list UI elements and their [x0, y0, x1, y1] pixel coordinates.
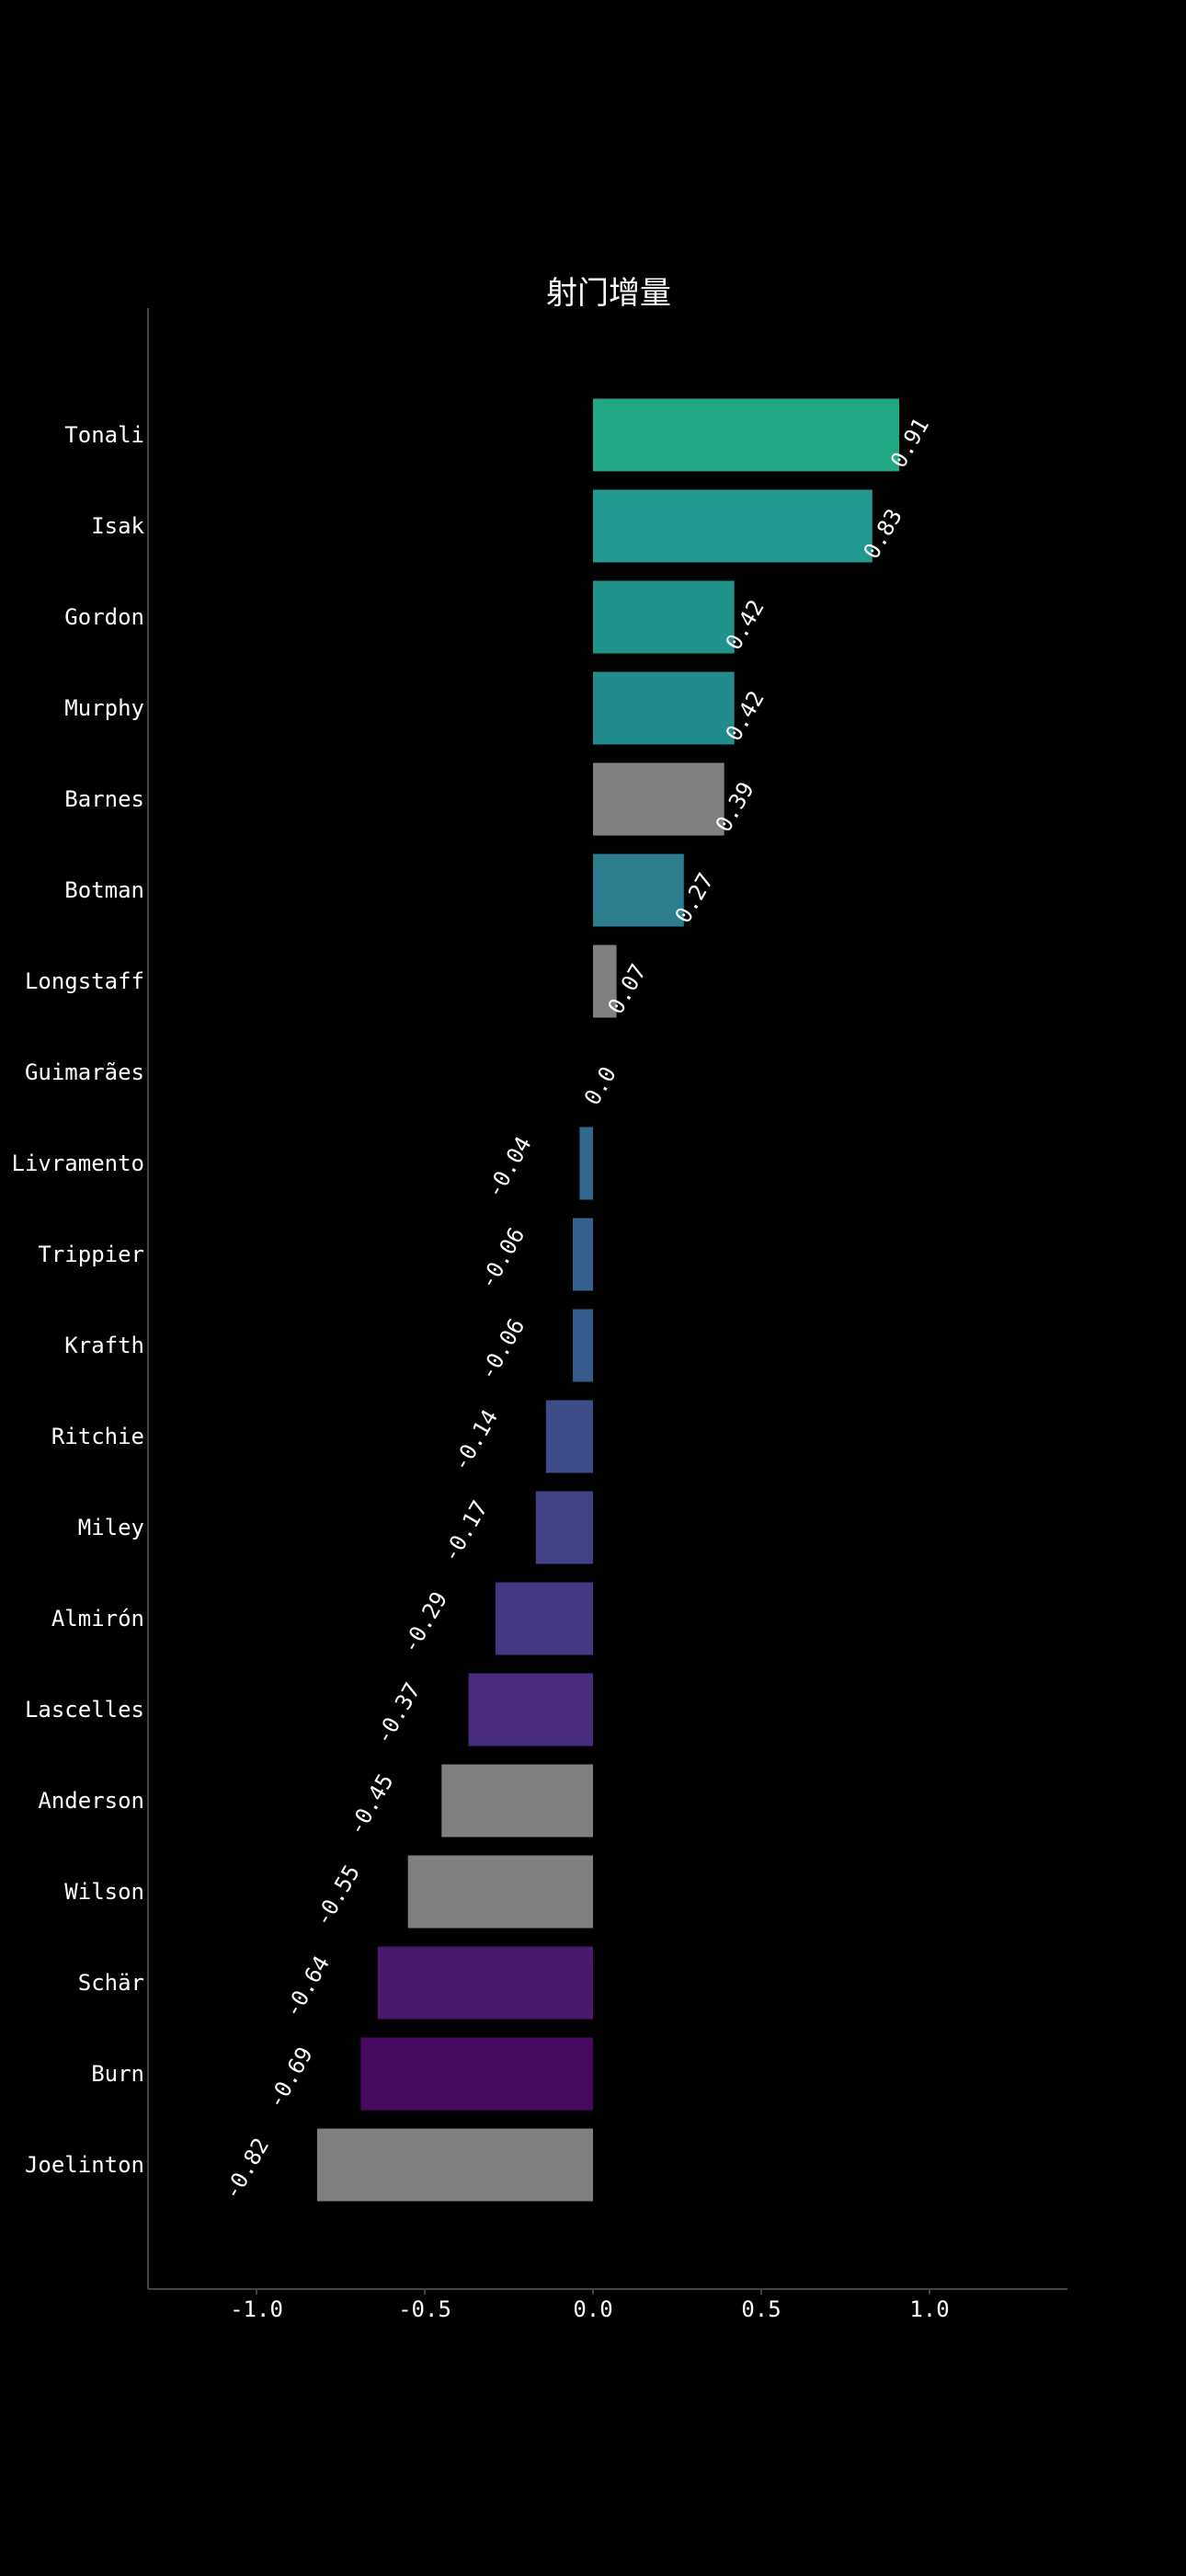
y-tick-label: Ritchie [51, 1424, 144, 1449]
y-tick-label: Trippier [38, 1242, 144, 1267]
x-tick-label: 0.5 [741, 2296, 781, 2322]
bar-tonali [593, 398, 900, 472]
bar-wilson [407, 1855, 593, 1929]
bar-trippier [573, 1218, 593, 1291]
bar-ritchie [545, 1400, 593, 1473]
y-tick-label: Anderson [38, 1788, 144, 1814]
bar-barnes [593, 762, 724, 836]
y-tick-label: Miley [78, 1515, 144, 1540]
y-tick-label: Lascelles [25, 1697, 144, 1723]
y-tick-label: Gordon [64, 604, 144, 630]
y-tick-label: Murphy [64, 695, 144, 721]
x-tick-label: 0.0 [573, 2296, 612, 2322]
bar-krafth [573, 1309, 593, 1382]
chart-title: 射门增量 [546, 275, 671, 312]
y-tick-label: Livramento [12, 1151, 145, 1176]
y-tick-label: Burn [91, 2061, 144, 2087]
x-tick-label: 1.0 [909, 2296, 949, 2322]
bar-lascelles [468, 1673, 593, 1746]
bar-joelinton [316, 2128, 593, 2202]
y-tick-label: Guimarães [25, 1059, 144, 1085]
x-ticks-layer: -1.0 -0.5 0.0 0.5 1.0 [230, 2289, 950, 2322]
bar-burn [360, 2037, 593, 2111]
bar-gordon [593, 580, 735, 654]
y-tick-label: Tonali [64, 422, 144, 448]
bar-livramento [579, 1127, 593, 1200]
y-tick-label: Longstaff [25, 968, 144, 994]
bar-longstaff [593, 945, 617, 1018]
bars-layer [316, 398, 900, 2202]
bar-botman [593, 853, 684, 927]
x-tick-label: -0.5 [398, 2296, 451, 2322]
y-tick-label: Almirón [51, 1606, 144, 1631]
bar-isak [593, 489, 872, 563]
bar-murphy [593, 671, 735, 745]
bar-almir-n [495, 1582, 593, 1655]
x-tick-label: -1.0 [230, 2296, 283, 2322]
y-tick-label: Joelinton [25, 2152, 144, 2178]
y-tick-label: Wilson [64, 1879, 144, 1905]
bar-miley [535, 1491, 593, 1564]
y-tick-label: Schär [78, 1970, 144, 1996]
y-tick-label: Botman [64, 877, 144, 903]
y-tick-label: Barnes [64, 786, 144, 812]
y-tick-label: Isak [91, 513, 144, 539]
bar-anderson [441, 1764, 593, 1838]
y-tick-label: Krafth [64, 1333, 144, 1358]
bar-sch-r [377, 1946, 593, 2020]
